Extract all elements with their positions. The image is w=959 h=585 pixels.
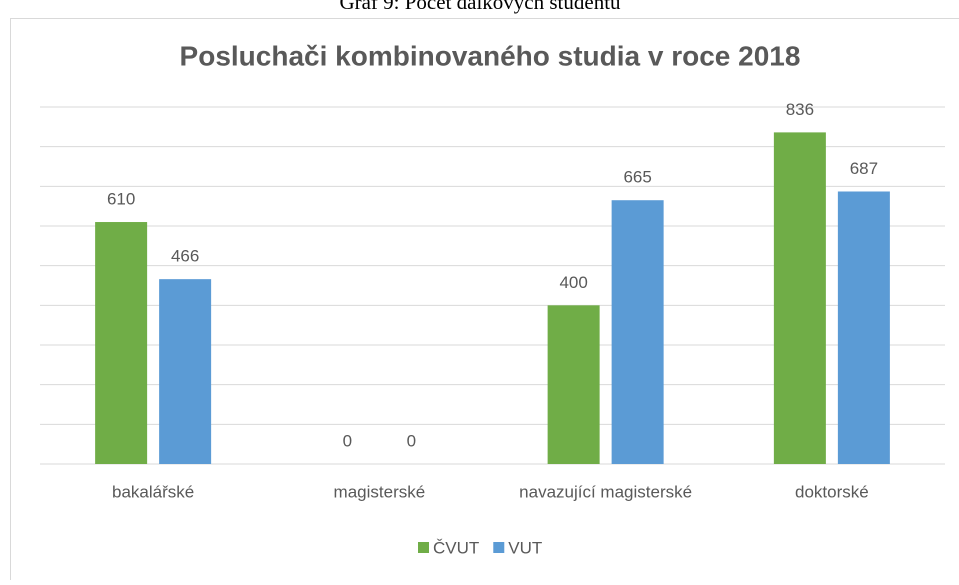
data-label: 687 <box>850 159 878 178</box>
data-label: 466 <box>171 247 199 266</box>
chart-title: Posluchači kombinovaného studia v roce 2… <box>180 40 801 71</box>
data-label: 400 <box>559 273 587 292</box>
x-tick-label: magisterské <box>334 482 426 501</box>
x-tick-label: navazující magisterské <box>519 482 692 501</box>
caption: Graf 9: Počet dálkových studentů <box>339 0 621 14</box>
data-label: 0 <box>343 431 352 450</box>
bar <box>612 200 664 464</box>
legend-swatch <box>418 542 429 553</box>
bar <box>774 132 826 464</box>
x-tick-label: bakalářské <box>112 482 194 501</box>
data-label: 0 <box>407 431 416 450</box>
bar <box>159 279 211 464</box>
legend-label: VUT <box>508 538 542 557</box>
x-tick-label: doktorské <box>795 482 869 501</box>
bar <box>548 305 600 464</box>
legend-swatch <box>493 542 504 553</box>
bar <box>95 222 147 464</box>
bar <box>838 191 890 464</box>
data-label: 610 <box>107 190 135 209</box>
legend-label: ČVUT <box>433 538 479 557</box>
data-label: 836 <box>786 100 814 119</box>
data-label: 665 <box>623 168 651 187</box>
